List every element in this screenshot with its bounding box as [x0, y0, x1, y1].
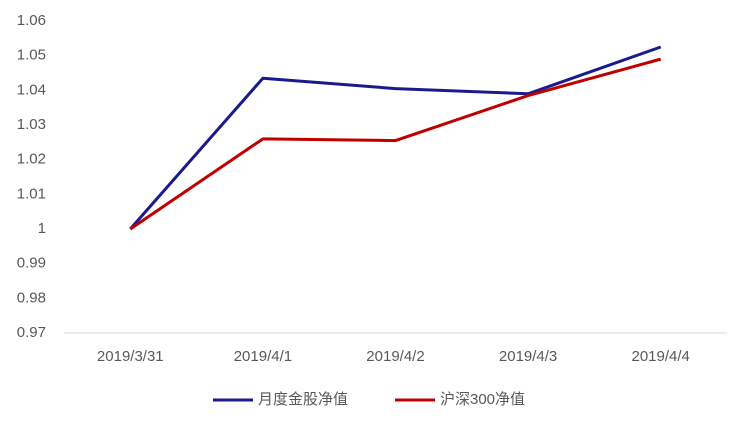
legend-label: 月度金股净值 [258, 391, 348, 408]
y-tick-label: 1.02 [17, 151, 46, 168]
x-tick-label: 2019/4/4 [632, 348, 690, 365]
y-tick-label: 0.98 [17, 289, 46, 306]
y-tick-label: 1.06 [17, 12, 46, 29]
legend-label: 沪深300净值 [440, 391, 525, 408]
x-tick-label: 2019/4/2 [366, 348, 424, 365]
y-tick-label: 1 [38, 220, 46, 237]
x-tick-label: 2019/3/31 [97, 348, 164, 365]
y-tick-label: 0.99 [17, 255, 46, 272]
x-tick-label: 2019/4/1 [234, 348, 292, 365]
series-line [129, 57, 662, 231]
x-tick-label: 2019/4/3 [499, 348, 557, 365]
y-tick-label: 0.97 [17, 324, 46, 341]
y-tick-label: 1.05 [17, 47, 46, 64]
y-tick-label: 1.03 [17, 116, 46, 133]
series-line [129, 45, 662, 230]
y-tick-label: 1.04 [17, 81, 46, 98]
y-tick-label: 1.01 [17, 185, 46, 202]
